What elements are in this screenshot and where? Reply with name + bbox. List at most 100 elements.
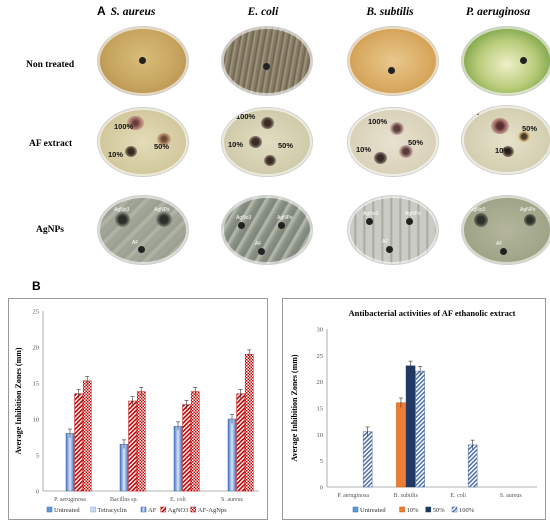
well-label: AgNPs (520, 207, 536, 213)
x-tick-label: B. subtilis (394, 493, 419, 499)
x-tick-label: S. aureus (221, 497, 244, 503)
well-label: AF (382, 239, 389, 245)
well-label: 50% (408, 138, 424, 147)
legend-swatch (140, 506, 147, 513)
legend-label: 50% (433, 507, 446, 514)
well-label: AgNPs (277, 215, 293, 221)
petri-dish (462, 27, 550, 95)
y-tick-label: 20 (33, 345, 40, 352)
legend-swatch (399, 506, 405, 513)
bar (405, 365, 416, 488)
y-tick-label: 0 (36, 489, 39, 496)
bar (190, 391, 200, 492)
y-tick-label: 25 (317, 353, 324, 360)
petri-dish: 100% 50% 10% (222, 108, 312, 176)
well-label: AF (132, 240, 139, 246)
bar (82, 380, 92, 492)
bar (74, 393, 83, 492)
well-label: 50% (154, 142, 170, 151)
row-label: AgNPs (36, 225, 64, 235)
bar (173, 425, 183, 492)
bar (244, 353, 254, 492)
y-tick-label: 20 (317, 379, 324, 386)
bar (362, 431, 373, 488)
well (520, 57, 527, 64)
well (388, 67, 395, 74)
petri-dish: 100% 50% 10% (98, 108, 188, 176)
legend-label: 10% (407, 507, 420, 514)
legend-label: AF-AgNps (198, 507, 227, 514)
legend-swatch (425, 506, 432, 513)
x-tick-label: E. coli (450, 493, 466, 499)
bar (136, 391, 146, 492)
well (263, 63, 270, 70)
bar (396, 402, 406, 488)
legend-swatch (451, 506, 458, 513)
bar (227, 418, 237, 492)
bar (119, 443, 129, 492)
chart-right-svg: Antibacterial activities of AF ethanolic… (290, 308, 537, 514)
legend-swatch (90, 506, 96, 513)
y-tick-label: 25 (33, 309, 40, 316)
y-tick-label: 15 (317, 406, 324, 413)
well-label: 100% (368, 117, 388, 126)
y-tick-label: 0 (320, 485, 323, 492)
well-label: AF (255, 241, 262, 247)
petri-dish: AgNo3 AgNPs AF (348, 196, 438, 264)
petri-dish (348, 27, 438, 95)
y-tick-label: 10 (317, 432, 324, 439)
well-label: AgNPs (405, 211, 421, 217)
legend-label: 100% (459, 507, 475, 514)
legend-label: Tetracyclin (98, 507, 128, 514)
well-label: 50% (278, 141, 294, 150)
legend-label: Untreated (360, 507, 386, 514)
panel-b-letter: B (32, 279, 41, 293)
y-tick-label: 10 (33, 417, 40, 424)
well-label: 10% (108, 150, 124, 159)
chart-right: Antibacterial activities of AF ethanolic… (282, 298, 546, 520)
y-tick-label: 30 (317, 327, 324, 334)
petri-dish (222, 27, 312, 95)
legend-swatch (352, 506, 359, 513)
petri-dish: AgNo3 AgNPs AF (462, 196, 550, 264)
y-tick-label: 5 (320, 458, 323, 465)
bar (182, 404, 191, 492)
legend-label: Untreated (54, 507, 80, 514)
well-label: 100% (114, 122, 134, 131)
petri-dish: AgNo3 AgNPs AF (98, 196, 188, 264)
y-axis-label: Average Inhibition Zones (mm) (290, 354, 299, 462)
well-label: 10% (495, 146, 511, 155)
petri-dish: AgNo3 AgNPs AF (222, 196, 312, 264)
y-tick-label: 15 (33, 381, 40, 388)
well-label: 100% (462, 108, 480, 117)
legend-label: AgNO3 (168, 507, 189, 514)
petri-dish (98, 27, 188, 95)
legend-swatch (190, 506, 197, 513)
well-label: AgNo3 (236, 215, 252, 221)
bar (65, 433, 75, 492)
well-label: AgNo3 (114, 207, 130, 213)
bar (467, 444, 478, 488)
chart-left: 0 5 10 15 20 25 Average Inhibition Zones (mm) P… (8, 298, 268, 520)
well (139, 57, 146, 64)
row-label: Non treated (26, 60, 75, 70)
species-label: P. aeruginosa (465, 6, 531, 18)
x-tick-label: S. aureus (500, 493, 523, 499)
well-label: 10% (356, 145, 372, 154)
x-tick-label: P. aeruginosa (54, 497, 86, 503)
x-tick-label: Bacillus sp. (110, 497, 138, 503)
species-label: S. aureus (110, 6, 156, 18)
legend-label: AF (148, 507, 157, 514)
chart-left-svg: 0 5 10 15 20 25 Average Inhibition Zones (mm) P… (14, 309, 259, 514)
panel-a-letter: A (97, 4, 106, 18)
bar (128, 400, 137, 492)
species-label: B. subtilis (366, 6, 414, 18)
chart-title: Antibacterial activities of AF ethanolic… (348, 308, 515, 318)
bar (415, 370, 425, 488)
y-axis-label: Average Inhibition Zones (mm) (14, 347, 23, 455)
x-tick-label: P. aeruginosa (337, 493, 369, 499)
well-label: AgNo3 (363, 211, 379, 217)
bar (236, 393, 245, 492)
well-label: AgNPs (154, 207, 170, 213)
well-label: 10% (228, 140, 244, 149)
